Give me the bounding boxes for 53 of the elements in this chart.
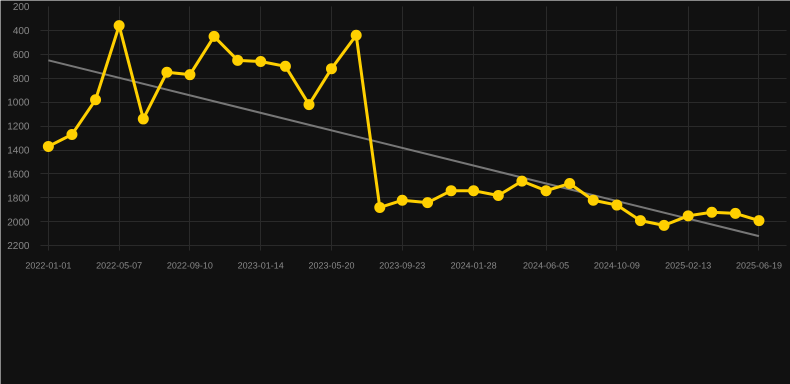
point: [161, 66, 172, 78]
x-tick-label: 2024-06-05: [523, 260, 570, 270]
point: [138, 113, 149, 124]
y-tick-label: 600: [12, 50, 30, 61]
point: [682, 210, 694, 222]
point: [730, 208, 741, 219]
point: [114, 20, 125, 32]
x-tick-label: 2022-05-07: [96, 260, 142, 270]
x-tick-label: 2025-06-19: [736, 260, 782, 270]
point: [706, 206, 718, 218]
point: [232, 54, 244, 66]
point: [588, 194, 599, 206]
x-tick-label: 2025-02-13: [665, 260, 712, 270]
x-tick-label: 2024-01-28: [450, 260, 497, 270]
point: [540, 185, 552, 196]
point: [658, 220, 670, 231]
point: [753, 215, 764, 226]
point: [326, 63, 337, 74]
y-tick-label: 800: [12, 74, 30, 85]
y-tick-label: 1000: [7, 98, 30, 109]
x-tick-label: 2023-01-14: [238, 260, 284, 270]
point: [516, 176, 528, 187]
point: [396, 194, 408, 206]
point: [446, 185, 457, 196]
point: [208, 30, 220, 42]
x-tick-label: 2024-10-09: [594, 260, 640, 270]
point: [374, 202, 386, 213]
point: [280, 60, 291, 72]
point: [184, 69, 196, 80]
y-tick-label: 1600: [7, 169, 30, 180]
y-tick-label: 1400: [7, 146, 30, 157]
y-tick-label: 200: [12, 2, 30, 13]
point: [42, 140, 54, 152]
y-tick-label: 400: [12, 26, 30, 37]
point: [350, 30, 362, 41]
y-tick-label: 2000: [7, 217, 30, 228]
point: [634, 215, 646, 226]
y-tick-label: 1200: [7, 122, 30, 133]
point: [304, 99, 315, 110]
point: [255, 56, 266, 68]
y-tick-label: 2200: [7, 241, 30, 252]
point: [468, 185, 480, 196]
x-tick-label: 2023-09-23: [379, 260, 426, 270]
point: [492, 190, 504, 201]
point: [564, 178, 576, 190]
point: [422, 197, 434, 208]
point: [611, 200, 622, 211]
y-tick-label: 1800: [7, 193, 30, 204]
point: [90, 94, 102, 106]
x-tick-label: 2023-05-20: [308, 260, 355, 270]
point: [66, 128, 78, 140]
x-tick-label: 2022-01-01: [25, 260, 72, 270]
x-tick-label: 2022-09-10: [166, 260, 213, 270]
